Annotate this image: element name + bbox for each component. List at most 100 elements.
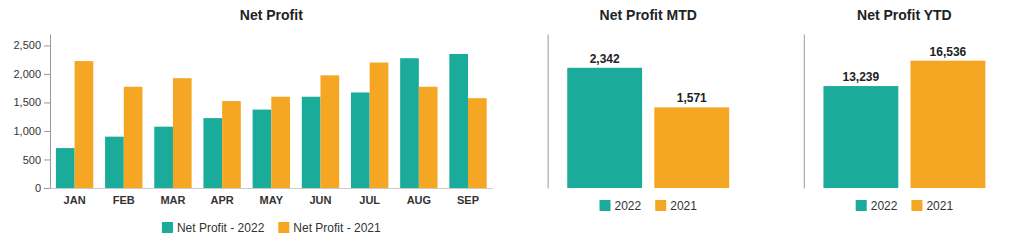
bar <box>400 58 419 188</box>
y-tick-label: 2,000 <box>13 68 41 80</box>
x-tick: JUN <box>309 194 331 206</box>
y-tick-label: 1,500 <box>13 96 41 108</box>
data-label: 16,536 <box>930 45 967 59</box>
x-tick-label: MAY <box>260 194 284 206</box>
y-tick: 2,000 <box>13 68 50 80</box>
title: Net Profit <box>240 7 303 23</box>
bar <box>449 54 468 188</box>
legend-item: Net Profit - 2022 <box>162 221 265 235</box>
x-tick: MAY <box>260 194 284 206</box>
legend-label: Net Profit - 2022 <box>177 221 265 235</box>
bar <box>567 68 642 188</box>
x-tick-label: JAN <box>64 194 86 206</box>
panel: 13,239 16,536 Net Profit YTD 2022 2021 <box>804 7 985 213</box>
bar <box>75 61 94 188</box>
x-tick: JUL <box>359 194 380 206</box>
x-tick: AUG <box>407 194 431 206</box>
bar <box>823 86 898 188</box>
y-axis <box>804 35 805 189</box>
y-tick-label: 2,500 <box>13 39 41 51</box>
x-tick-label: APR <box>211 194 234 206</box>
bar <box>203 118 222 188</box>
bar <box>468 98 487 188</box>
panel: 05001,0001,5002,0002,500JANFEBMARAPRMAYJ… <box>13 7 493 235</box>
legend-item: Net Profit - 2021 <box>278 221 381 235</box>
x-axis-line <box>51 188 494 189</box>
x-tick: FEB <box>113 194 135 206</box>
x-tick: MAR <box>160 194 185 206</box>
legend-swatch <box>911 200 922 211</box>
legend-label: 2021 <box>670 199 697 213</box>
legend-swatch <box>162 222 173 233</box>
legend-item: 2021 <box>911 199 953 213</box>
y-tick-mark <box>44 102 50 103</box>
y-tick: 1,000 <box>13 125 50 137</box>
bar <box>56 148 75 188</box>
title: Net Profit YTD <box>857 7 952 23</box>
bar <box>302 97 321 188</box>
legend: 2022 2021 <box>600 199 698 213</box>
data-label: 13,239 <box>843 70 880 84</box>
y-axis-line <box>548 35 549 189</box>
y-tick-mark <box>44 131 50 132</box>
legend: 2022 2021 <box>856 199 954 213</box>
legend-label: 2022 <box>615 199 642 213</box>
panel: 2,342 1,571 Net Profit MTD 2022 2021 <box>548 7 729 213</box>
y-axis: 0 500 1,000 1,500 2,000 2,500 <box>13 35 50 195</box>
title: Net Profit MTD <box>600 7 697 23</box>
y-tick-mark <box>44 159 50 160</box>
legend-item: 2022 <box>856 199 898 213</box>
y-tick-label: 500 <box>23 154 41 166</box>
data-label: 2,342 <box>590 52 620 66</box>
y-axis-line <box>804 35 805 189</box>
y-tick: 1,500 <box>13 96 50 108</box>
data-label: 1,571 <box>677 91 707 105</box>
bar <box>320 75 339 188</box>
legend-label: 2021 <box>926 199 953 213</box>
bar <box>351 92 370 188</box>
y-tick-label: 0 <box>35 182 41 194</box>
bar <box>154 127 173 188</box>
bar <box>370 63 389 188</box>
legend-swatch <box>600 200 611 211</box>
bar <box>253 110 272 188</box>
legend-swatch <box>278 222 289 233</box>
legend-swatch <box>856 200 867 211</box>
legend-label: 2022 <box>871 199 898 213</box>
y-tick-mark <box>44 45 50 46</box>
bar <box>105 137 124 188</box>
y-axis-line <box>50 35 51 189</box>
bars <box>823 61 985 188</box>
x-tick-label: FEB <box>113 194 135 206</box>
y-axis <box>548 35 549 189</box>
chart-root: 05001,0001,5002,0002,500JANFEBMARAPRMAYJ… <box>0 0 1024 250</box>
legend-item: 2021 <box>655 199 697 213</box>
x-tick-label: AUG <box>407 194 431 206</box>
x-tick-label: JUL <box>359 194 380 206</box>
y-tick-label: 1,000 <box>13 125 41 137</box>
legend-label: Net Profit - 2021 <box>293 221 381 235</box>
y-tick: 0 <box>35 182 50 194</box>
bar <box>910 61 985 188</box>
x-tick-label: JUN <box>309 194 331 206</box>
x-axis: JAN FEB MAR APR MAY JUN JUL AUG SEP <box>51 189 494 206</box>
legend-item: 2022 <box>600 199 642 213</box>
y-tick-mark <box>44 188 50 189</box>
y-tick: 500 <box>23 154 50 166</box>
x-tick: SEP <box>457 194 479 206</box>
bar <box>222 101 241 188</box>
x-tick-label: SEP <box>457 194 479 206</box>
bar <box>124 87 143 188</box>
bar <box>654 107 729 188</box>
bar <box>419 87 438 188</box>
legend-swatch <box>655 200 666 211</box>
bar <box>173 78 192 188</box>
bars <box>567 68 729 188</box>
bars <box>56 54 487 188</box>
legend: Net Profit - 2022 Net Profit - 2021 <box>162 221 381 235</box>
x-tick: JAN <box>64 194 86 206</box>
bar <box>271 97 290 188</box>
x-tick: APR <box>211 194 234 206</box>
x-tick-label: MAR <box>160 194 185 206</box>
y-tick: 2,500 <box>13 39 50 51</box>
